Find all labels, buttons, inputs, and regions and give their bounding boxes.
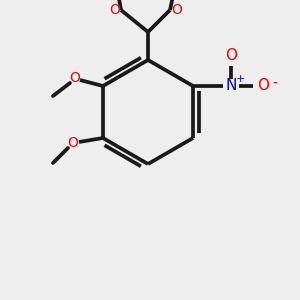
Text: O: O: [225, 49, 237, 64]
Text: O: O: [257, 79, 269, 94]
Text: O: O: [171, 3, 182, 17]
Text: N: N: [225, 79, 237, 94]
Text: +: +: [235, 74, 245, 84]
Text: O: O: [68, 136, 78, 150]
Text: -: -: [273, 77, 278, 91]
Text: O: O: [109, 3, 120, 17]
Text: O: O: [70, 71, 80, 85]
